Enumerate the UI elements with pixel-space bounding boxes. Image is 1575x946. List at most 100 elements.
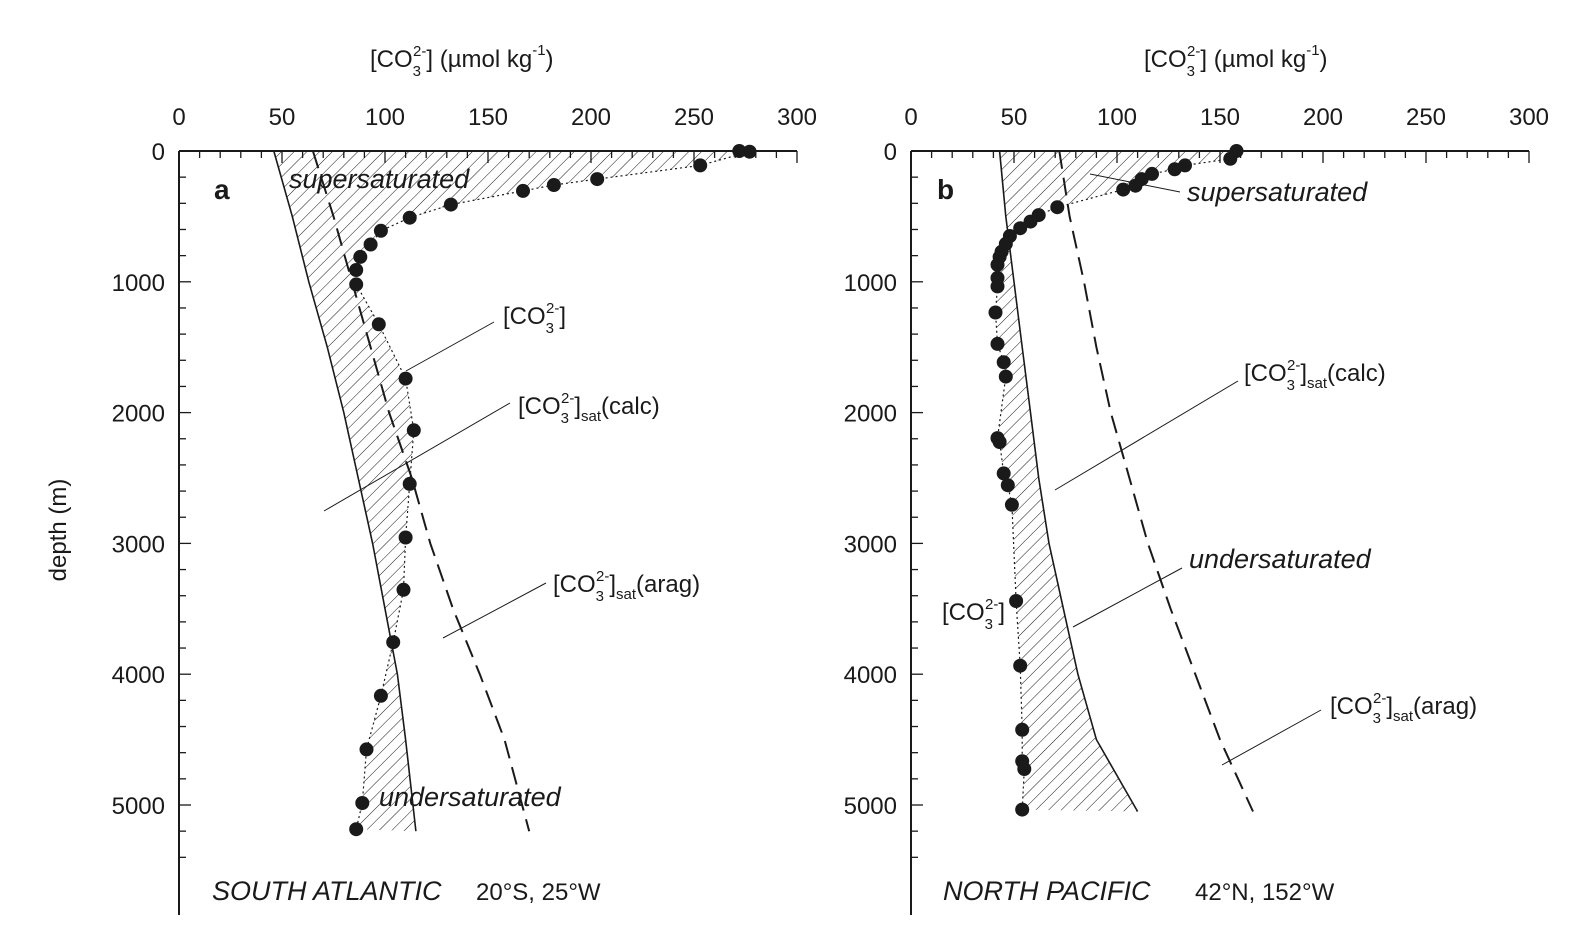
co3-data-point [406, 423, 421, 438]
panel-north-pacific: 0 50 100 150 200 250 300010002000300040005000 … [844, 42, 1549, 915]
y-tick-label: 1000 [112, 270, 165, 297]
co3-data-point [1167, 162, 1182, 177]
y-tick-label: 0 [152, 139, 165, 166]
co3-data-point [398, 530, 413, 545]
y-tick-label: 2000 [844, 401, 897, 428]
co3-data-point [443, 197, 458, 212]
calc-leader [323, 402, 511, 512]
co3-data-point [373, 688, 388, 703]
co3-data-point [1009, 594, 1024, 608]
x-tick-label: 0 [172, 104, 185, 131]
supersaturated-leader [1089, 173, 1181, 193]
x-tick-label: 150 [468, 104, 508, 131]
y-tick-label: 5000 [844, 793, 897, 820]
co3-data-point [1000, 478, 1015, 493]
x-tick-label: 150 [1200, 104, 1240, 131]
co3-data-point [742, 144, 757, 159]
co3-data-point [355, 796, 370, 810]
x-tick-label: 100 [365, 104, 405, 131]
x-tick-label: 250 [1406, 104, 1446, 131]
y-tick-label: 5000 [112, 793, 165, 820]
co3-data-point [990, 279, 1005, 294]
x-tick-label: 200 [1303, 104, 1343, 131]
x-tick-label: 250 [674, 104, 714, 131]
co3-data-point [349, 822, 364, 837]
undersaturated-leader [1072, 567, 1183, 628]
co3-data-point [1128, 178, 1143, 193]
y-tick-label: 3000 [844, 531, 897, 558]
y-tick-label: 3000 [112, 531, 165, 558]
x-tick-label: 200 [571, 104, 611, 131]
co3-data-point [1017, 762, 1032, 776]
co3-data-point [732, 144, 747, 158]
panel-label: a [214, 174, 230, 205]
coordinates-label: 42°N, 152°W [1195, 879, 1335, 906]
co3-leader [405, 321, 495, 372]
supersaturated-label: supersaturated [289, 164, 470, 194]
saturation-hatch-region [273, 151, 750, 832]
co3-data-point [349, 277, 364, 292]
co3-data-point [992, 435, 1007, 449]
co3-data-point [546, 178, 561, 192]
y-tick-label: 0 [884, 139, 897, 166]
co3-data-point [1145, 166, 1159, 181]
panel-label: b [937, 174, 954, 205]
co3-data-point [396, 582, 411, 597]
undersaturated-label: undersaturated [1189, 544, 1372, 574]
x-axis-title: [CO32-] (µmol kg-1) [1144, 42, 1328, 80]
co3-data-point [990, 257, 1005, 272]
co3-data-point [693, 158, 708, 173]
x-tick-label: 50 [1001, 104, 1028, 131]
supersaturated-label: supersaturated [1187, 177, 1368, 207]
co3-data-point [996, 355, 1011, 370]
x-tick-label: 0 [904, 104, 917, 131]
co3-data-point [371, 317, 386, 332]
co3-data-point [1013, 221, 1028, 236]
calcite-saturation-line [273, 150, 417, 832]
co3-data-point [1050, 200, 1065, 215]
co3-data-point [386, 635, 401, 650]
co3-data-point [363, 237, 378, 252]
co3-data-point [349, 263, 364, 277]
co3-data-point [1015, 722, 1030, 737]
undersaturated-label: undersaturated [379, 782, 562, 812]
y-axis-title: depth (m) [45, 479, 72, 582]
co3-data-point [1015, 802, 1030, 817]
co3-data-point [1004, 497, 1019, 512]
x-tick-label: 300 [1509, 104, 1549, 131]
co3-data-point [373, 223, 388, 238]
calc-saturation-label: [CO32-]sat(calc) [518, 390, 660, 427]
saturation-hatch-region [995, 151, 1237, 812]
co3-data-point [590, 172, 605, 187]
co3-data-point [402, 476, 417, 491]
calc-leader [1054, 380, 1239, 491]
co3-data-point [353, 249, 368, 264]
observed-co3-line [355, 150, 750, 830]
co3-data-point [1116, 182, 1131, 197]
y-tick-label: 4000 [844, 662, 897, 689]
arag-leader [1221, 709, 1322, 766]
co3-data-point [1013, 658, 1028, 673]
arag-saturation-label: [CO32-]sat(arag) [1330, 690, 1477, 727]
y-tick-label: 4000 [112, 662, 165, 689]
co3-data-point [998, 369, 1013, 384]
co3-data-point [1023, 214, 1038, 229]
x-tick-label: 100 [1097, 104, 1137, 131]
arag-saturation-label: [CO32-]sat(arag) [553, 568, 700, 605]
co3-data-point [398, 371, 413, 386]
co3-label: [CO32-] [503, 300, 566, 337]
location-label: SOUTH ATLANTIC [212, 876, 442, 906]
co3-label: [CO32-] [942, 596, 1005, 633]
arag-leader [442, 582, 547, 639]
co3-data-point [402, 210, 417, 225]
x-tick-label: 300 [777, 104, 817, 131]
y-tick-label: 2000 [112, 401, 165, 428]
aragonite-saturation-line [1058, 150, 1254, 812]
y-tick-label: 1000 [844, 270, 897, 297]
coordinates-label: 20°S, 25°W [476, 879, 601, 906]
x-axis-title: [CO32-] (µmol kg-1) [370, 42, 554, 80]
co3-data-point [990, 336, 1005, 351]
co3-data-point [516, 183, 530, 198]
co3-data-point [1223, 151, 1238, 166]
